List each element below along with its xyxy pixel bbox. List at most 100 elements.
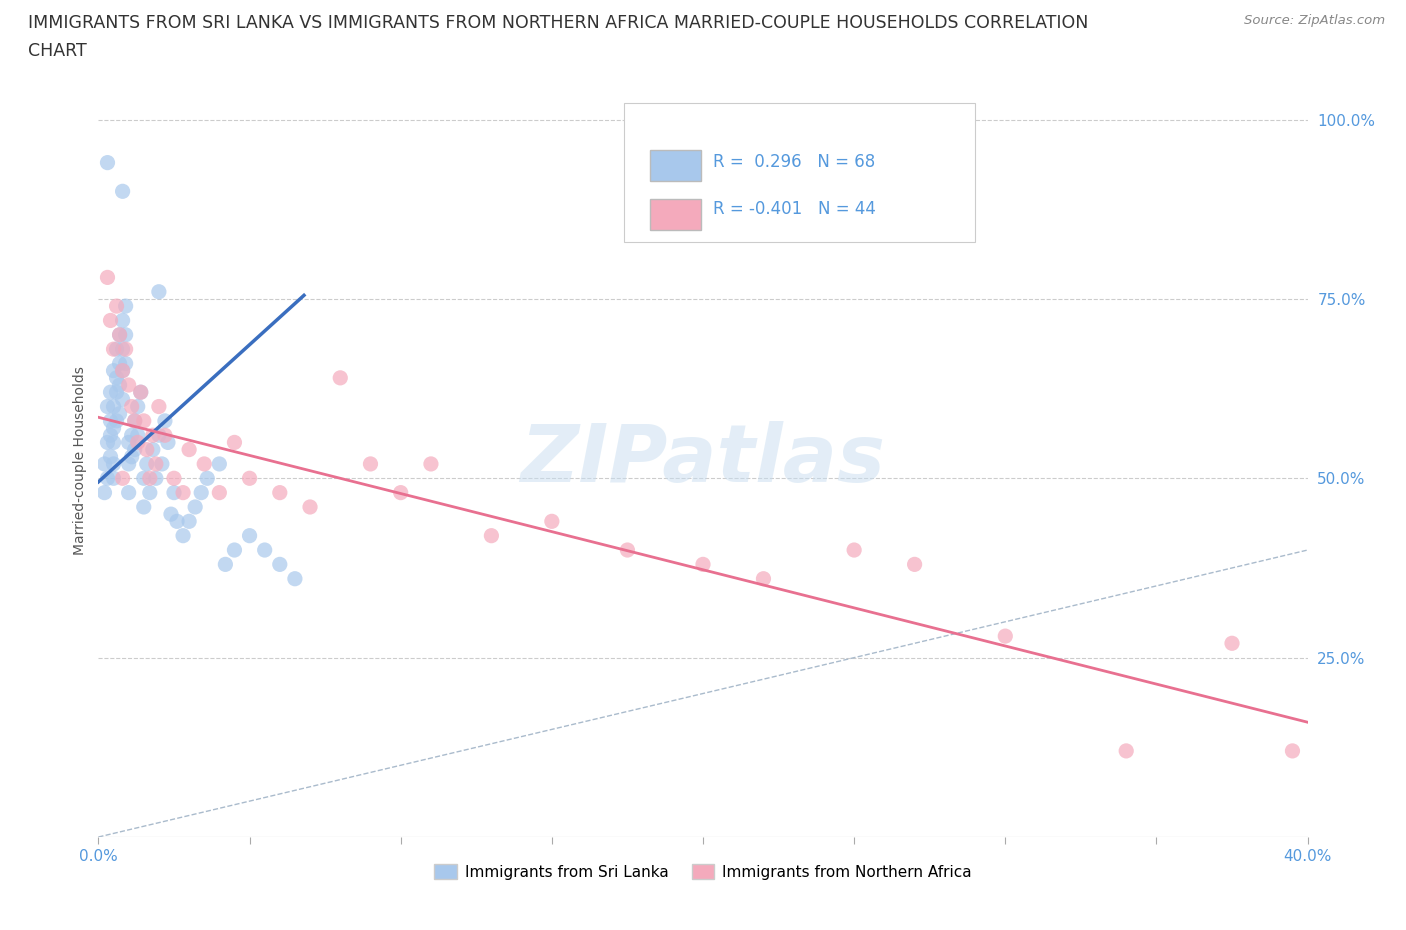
Point [239, 528, 262, 543]
Point [111, 364, 134, 379]
Point [100, 385, 122, 400]
Point [616, 542, 638, 557]
FancyBboxPatch shape [650, 199, 700, 231]
Point [103, 435, 125, 450]
Point [96, 399, 118, 414]
Point [100, 428, 122, 443]
Point [118, 378, 141, 392]
Point [96, 155, 118, 170]
Point [214, 557, 236, 572]
Point [160, 507, 183, 522]
Point [166, 514, 188, 529]
Point [114, 327, 136, 342]
Point [129, 385, 152, 400]
Point [135, 442, 157, 457]
Point [145, 471, 167, 485]
FancyBboxPatch shape [650, 150, 700, 181]
Text: Source: ZipAtlas.com: Source: ZipAtlas.com [1244, 14, 1385, 27]
Point [239, 471, 262, 485]
Point [129, 385, 152, 400]
Point [153, 428, 176, 443]
Point [195, 471, 218, 485]
Point [208, 485, 231, 500]
Point [105, 299, 128, 313]
Point [108, 406, 131, 421]
Point [105, 341, 128, 356]
Point [108, 327, 131, 342]
Point [269, 557, 291, 572]
Point [124, 442, 146, 457]
Legend: Immigrants from Sri Lanka, Immigrants from Northern Africa: Immigrants from Sri Lanka, Immigrants fr… [429, 857, 977, 886]
Point [118, 457, 141, 472]
Point [103, 399, 125, 414]
Point [139, 471, 162, 485]
Point [121, 449, 143, 464]
Point [100, 313, 122, 328]
Point [124, 414, 146, 429]
Point [103, 341, 125, 356]
Point [108, 356, 131, 371]
Point [360, 457, 382, 472]
Point [148, 399, 170, 414]
Point [1220, 636, 1243, 651]
Point [193, 457, 215, 472]
Text: IMMIGRANTS FROM SRI LANKA VS IMMIGRANTS FROM NORTHERN AFRICA MARRIED-COUPLE HOUS: IMMIGRANTS FROM SRI LANKA VS IMMIGRANTS … [28, 14, 1088, 32]
Point [224, 435, 246, 450]
Point [1281, 743, 1303, 758]
Point [108, 327, 131, 342]
Point [844, 542, 866, 557]
Point [994, 629, 1017, 644]
Point [1115, 743, 1137, 758]
Point [153, 414, 176, 429]
Point [142, 428, 165, 443]
Point [156, 435, 179, 450]
Point [132, 414, 155, 429]
Y-axis label: Married-couple Households: Married-couple Households [73, 365, 87, 555]
Point [118, 435, 141, 450]
Point [148, 285, 170, 299]
Point [114, 356, 136, 371]
Point [96, 435, 118, 450]
Point [100, 414, 122, 429]
Point [105, 370, 128, 385]
Point [224, 542, 246, 557]
Point [142, 442, 165, 457]
Point [284, 571, 307, 586]
Point [105, 414, 128, 429]
Point [121, 428, 143, 443]
Point [103, 471, 125, 485]
Point [179, 442, 201, 457]
Point [420, 457, 443, 472]
Point [752, 571, 775, 586]
Point [103, 420, 125, 435]
Point [111, 313, 134, 328]
Point [329, 370, 352, 385]
Point [103, 457, 125, 472]
Point [124, 414, 146, 429]
Point [135, 457, 157, 472]
Text: R =  0.296   N = 68: R = 0.296 N = 68 [713, 153, 875, 171]
Point [111, 471, 134, 485]
Point [93, 485, 115, 500]
Point [172, 485, 194, 500]
Text: ZIPatlas: ZIPatlas [520, 421, 886, 499]
Point [190, 485, 212, 500]
Point [105, 385, 128, 400]
Point [299, 499, 322, 514]
Point [93, 457, 115, 472]
Point [100, 449, 122, 464]
Point [148, 428, 170, 443]
Point [172, 528, 194, 543]
Point [132, 471, 155, 485]
Point [139, 485, 162, 500]
Point [127, 435, 149, 450]
Point [114, 299, 136, 313]
Point [150, 457, 173, 472]
Point [208, 457, 231, 472]
Point [111, 364, 134, 379]
Point [127, 428, 149, 443]
Point [111, 392, 134, 406]
Point [145, 457, 167, 472]
FancyBboxPatch shape [624, 102, 976, 242]
Point [253, 542, 276, 557]
